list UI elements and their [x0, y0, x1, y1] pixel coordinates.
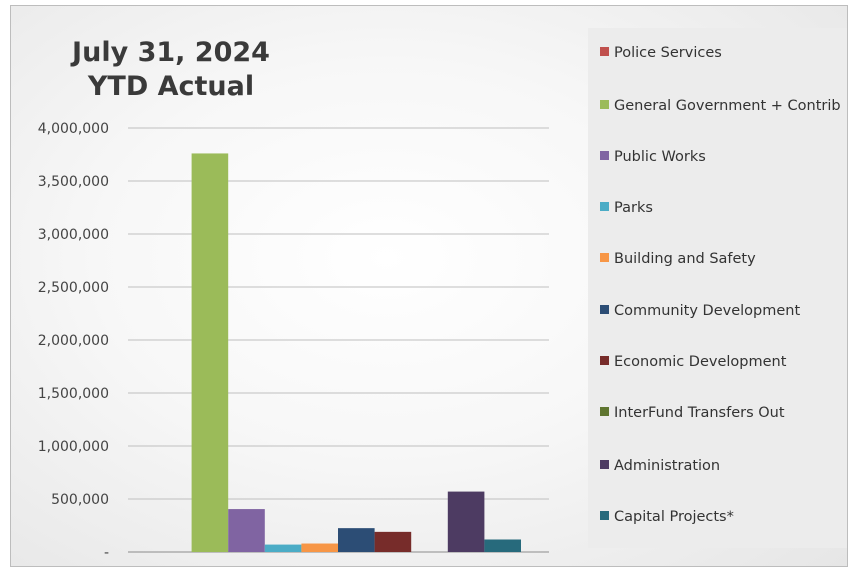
legend-item: Economic Development [600, 352, 844, 373]
chart-title: July 31, 2024 YTD Actual [31, 36, 311, 104]
chart-title-line-2: YTD Actual [87, 71, 255, 102]
y-tick-label: 1,500,000 [38, 386, 109, 402]
chart-frame: July 31, 2024 YTD Actual - 500,000 1,000,0… [10, 5, 848, 567]
y-tick-label: - [104, 545, 109, 561]
bar-parks [264, 544, 302, 552]
legend-label: Community Development [614, 303, 801, 319]
legend-item: Administration [600, 456, 844, 477]
legend-label: Administration [614, 458, 721, 474]
legend-swatch [600, 460, 609, 469]
bar-economic-development [374, 531, 412, 552]
legend-swatch [600, 253, 609, 262]
legend-swatch [600, 151, 609, 160]
legend-label: Police Services [614, 45, 722, 61]
legend-label: General Government + Contrib [614, 98, 841, 114]
bar-general-government-contrib [191, 153, 229, 552]
legend-item: Capital Projects* [600, 507, 844, 528]
legend-swatch [600, 100, 609, 109]
y-tick-label: 4,000,000 [38, 121, 109, 137]
y-tick-label: 2,500,000 [38, 280, 109, 296]
legend-label: Economic Development [614, 354, 787, 370]
legend-label: Public Works [614, 149, 706, 165]
chart-title-line-1: July 31, 2024 [72, 37, 270, 68]
bar-public-works [228, 509, 265, 552]
legend-swatch [600, 47, 609, 56]
legend-swatch [600, 305, 609, 314]
legend-item: Building and Safety [600, 249, 844, 270]
legend-swatch [600, 202, 609, 211]
y-tick-label: 1,000,000 [38, 439, 109, 455]
legend-swatch [600, 511, 609, 520]
bar-chart-plot: - 500,000 1,000,000 1,500,000 2,000,000 2,500… [38, 121, 549, 561]
legend-item: Parks [600, 198, 844, 219]
y-tick-label: 3,000,000 [38, 227, 109, 243]
legend-label: InterFund Transfers Out [614, 405, 785, 421]
bar-administration [447, 491, 485, 552]
legend-item: Community Development [600, 301, 844, 322]
y-tick-label: 2,000,000 [38, 333, 109, 349]
bar-building-and-safety [301, 543, 338, 552]
y-tick-label: 3,500,000 [38, 174, 109, 190]
legend-item: InterFund Transfers Out [600, 403, 844, 424]
legend-swatch [600, 407, 609, 416]
legend-item: General Government + Contrib [600, 96, 844, 117]
legend-label: Capital Projects* [614, 509, 734, 525]
bar-capital-projects [484, 539, 521, 552]
legend-label: Parks [614, 200, 653, 216]
y-tick-label: 500,000 [51, 492, 109, 508]
legend-swatch [600, 356, 609, 365]
legend-label: Building and Safety [614, 251, 756, 267]
chart-legend: Police Services General Government + Cont… [588, 28, 847, 548]
legend-item: Public Works [600, 147, 844, 168]
legend-item: Police Services [600, 43, 844, 64]
bar-community-development [338, 528, 375, 552]
